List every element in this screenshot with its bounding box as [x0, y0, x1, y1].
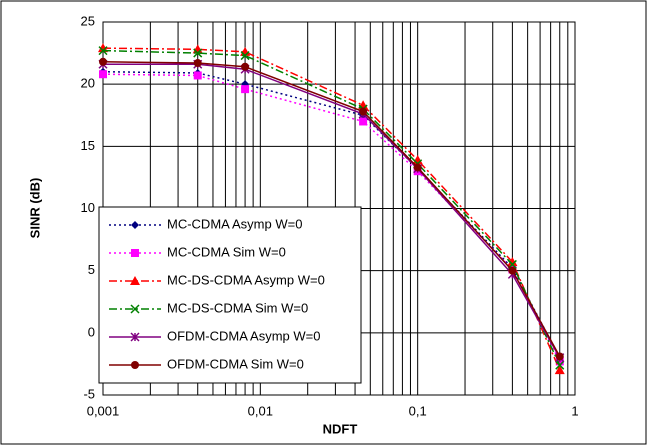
marker	[193, 48, 203, 58]
x-tick-label: 0,001	[87, 403, 120, 418]
marker	[554, 365, 565, 375]
marker	[241, 85, 250, 94]
legend-label: OFDM-CDMA Sim W=0	[167, 356, 304, 371]
y-tick-label: 0	[88, 324, 95, 339]
legend-label: OFDM-CDMA Asymp W=0	[167, 328, 321, 343]
marker	[98, 43, 108, 53]
marker	[99, 57, 107, 66]
legend-label: MC-CDMA Asymp W=0	[167, 216, 302, 231]
marker	[555, 352, 564, 361]
marker	[98, 46, 108, 56]
x-tick-label: 1	[571, 403, 578, 418]
legend-label: MC-DS-CDMA Sim W=0	[167, 300, 308, 315]
x-axis-label: NDFT	[323, 421, 358, 436]
marker	[508, 266, 517, 275]
y-tick-label: 15	[81, 138, 95, 153]
y-tick-label: 25	[81, 13, 95, 28]
y-tick-label: -5	[83, 386, 95, 401]
marker	[193, 59, 202, 68]
marker	[241, 62, 250, 71]
marker	[240, 51, 250, 61]
y-tick-label: 10	[81, 200, 95, 215]
marker	[359, 117, 368, 126]
legend-label: MC-CDMA Sim W=0	[167, 244, 286, 259]
marker	[130, 276, 140, 285]
marker	[359, 107, 368, 116]
marker	[193, 71, 202, 80]
marker	[131, 249, 139, 257]
marker	[131, 361, 139, 369]
y-axis-label: SINR (dB)	[27, 178, 42, 239]
marker	[99, 70, 107, 79]
legend	[98, 206, 362, 384]
x-tick-label: 0,1	[409, 403, 427, 418]
y-tick-label: 5	[88, 262, 95, 277]
marker	[130, 304, 140, 314]
marker	[555, 360, 565, 370]
marker	[130, 332, 140, 342]
x-tick-label: 0,01	[248, 403, 273, 418]
legend-label: MC-DS-CDMA Asymp W=0	[167, 272, 325, 287]
marker	[413, 163, 422, 172]
y-tick-label: 20	[81, 76, 95, 91]
marker	[507, 256, 518, 266]
marker	[131, 221, 139, 229]
